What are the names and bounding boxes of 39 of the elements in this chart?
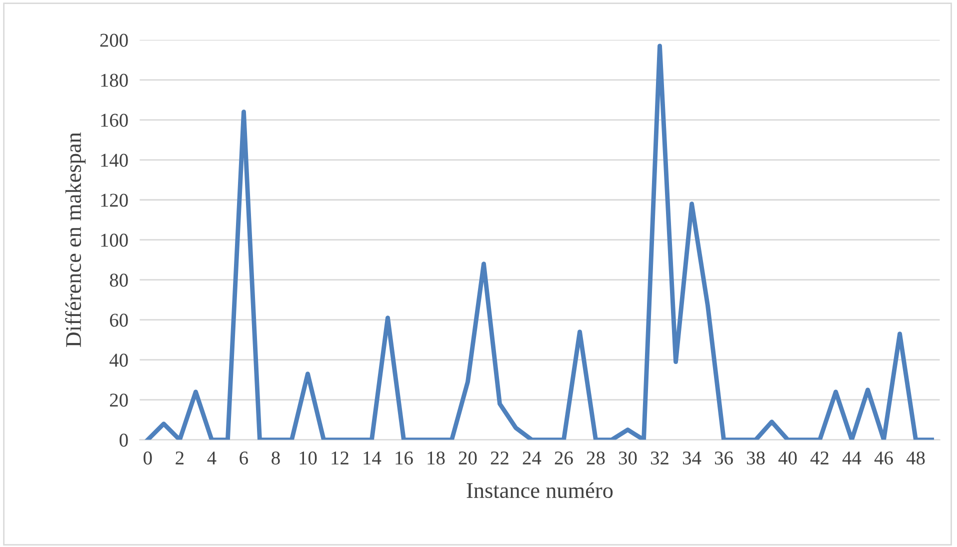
x-tick-label: 44 xyxy=(842,452,862,464)
y-tick-label: 160 xyxy=(101,114,128,127)
x-tick-label: 0 xyxy=(144,451,152,465)
x-tick-label: 38 xyxy=(746,451,765,465)
x-tick-label: 40 xyxy=(778,451,797,465)
x-tick-label: 32 xyxy=(650,452,668,465)
x-tick-label: 48 xyxy=(906,451,925,465)
x-axis-title: Instance numéro xyxy=(466,482,613,498)
x-tick-label: 2 xyxy=(176,452,184,464)
x-tick-label: 6 xyxy=(240,452,248,465)
x-tick-label: 16 xyxy=(396,452,413,465)
x-tick-label: 4 xyxy=(207,452,216,464)
x-tick-label: 8 xyxy=(272,451,280,465)
x-tick-label: 20 xyxy=(458,451,477,465)
x-tick-label: 22 xyxy=(490,452,508,464)
y-tick-label: 60 xyxy=(110,314,128,327)
y-tick-label: 100 xyxy=(101,234,128,247)
x-tick-label: 34 xyxy=(682,452,702,465)
x-tick-label: 30 xyxy=(618,451,637,465)
y-tick-label: 140 xyxy=(101,154,128,167)
x-tick-label: 12 xyxy=(332,452,348,464)
x-tick-label: 14 xyxy=(364,452,382,464)
x-tick-label: 24 xyxy=(522,452,542,464)
y-tick-label: 80 xyxy=(110,274,128,287)
x-tick-label: 26 xyxy=(554,452,573,465)
y-tick-label: 20 xyxy=(110,394,128,407)
y-tick-label: 0 xyxy=(120,434,128,447)
x-tick-label: 42 xyxy=(810,452,828,464)
x-tick-label: 28 xyxy=(586,451,605,465)
y-tick-label: 180 xyxy=(101,74,128,87)
x-tick-label: 18 xyxy=(428,451,445,465)
y-tick-label: 120 xyxy=(101,194,128,207)
line-series xyxy=(146,44,934,440)
x-tick-label: 10 xyxy=(300,451,317,465)
x-tick-label: 36 xyxy=(714,452,733,465)
y-tick-label: 200 xyxy=(100,34,128,47)
y-tick-label: 40 xyxy=(110,354,128,367)
y-axis-title: Différence en makespan xyxy=(65,132,86,347)
x-tick-label: 46 xyxy=(874,452,893,465)
